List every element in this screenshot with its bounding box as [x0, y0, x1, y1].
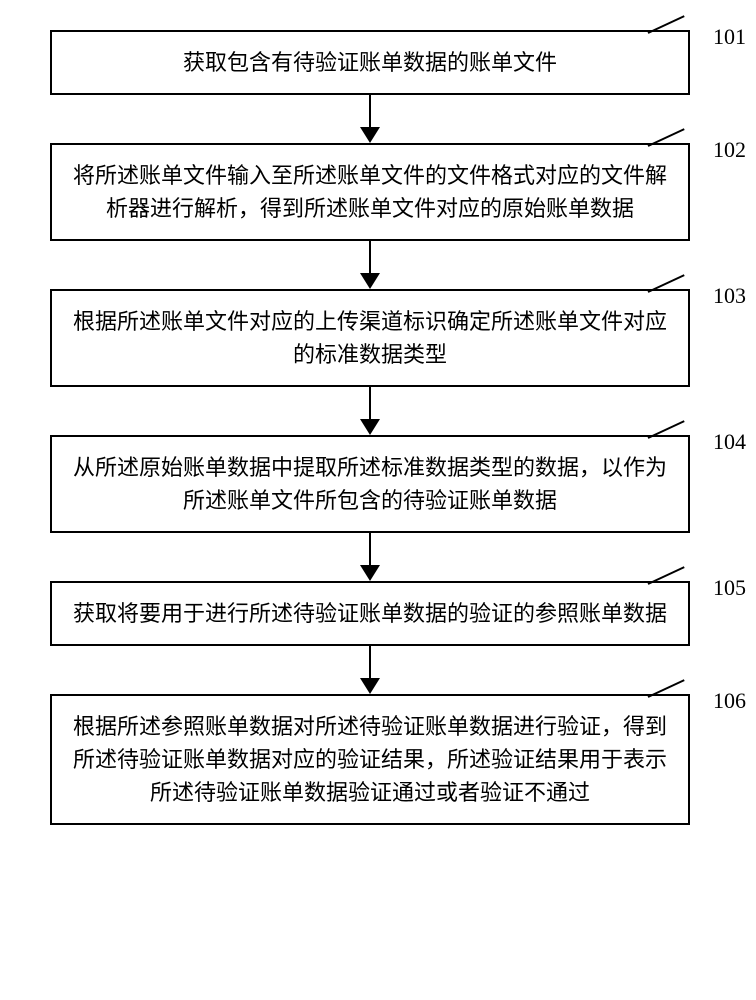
- arrow-head-icon: [360, 419, 380, 435]
- step-label: 105: [713, 575, 746, 601]
- flowchart-container: 101 获取包含有待验证账单数据的账单文件 102 将所述账单文件输入至所述账单…: [50, 30, 690, 825]
- step-label: 103: [713, 283, 746, 309]
- flow-arrow: [50, 95, 690, 143]
- arrow-line: [369, 646, 371, 680]
- step-box-106: 106 根据所述参照账单数据对所述待验证账单数据进行验证，得到所述待验证账单数据…: [50, 694, 690, 825]
- step-text: 获取包含有待验证账单数据的账单文件: [72, 46, 668, 79]
- step-label: 101: [713, 24, 746, 50]
- arrow-head-icon: [360, 273, 380, 289]
- arrow-line: [369, 95, 371, 129]
- step-text: 获取将要用于进行所述待验证账单数据的验证的参照账单数据: [72, 597, 668, 630]
- arrow-head-icon: [360, 127, 380, 143]
- step-text: 从所述原始账单数据中提取所述标准数据类型的数据，以作为所述账单文件所包含的待验证…: [72, 451, 668, 517]
- arrow-line: [369, 387, 371, 421]
- step-box-104: 104 从所述原始账单数据中提取所述标准数据类型的数据，以作为所述账单文件所包含…: [50, 435, 690, 533]
- step-label: 106: [713, 688, 746, 714]
- step-box-103: 103 根据所述账单文件对应的上传渠道标识确定所述账单文件对应的标准数据类型: [50, 289, 690, 387]
- leader-line: [648, 15, 685, 34]
- step-text: 将所述账单文件输入至所述账单文件的文件格式对应的文件解析器进行解析，得到所述账单…: [72, 159, 668, 225]
- flow-arrow: [50, 533, 690, 581]
- step-label: 104: [713, 429, 746, 455]
- step-box-102: 102 将所述账单文件输入至所述账单文件的文件格式对应的文件解析器进行解析，得到…: [50, 143, 690, 241]
- arrow-head-icon: [360, 678, 380, 694]
- step-label: 102: [713, 137, 746, 163]
- arrow-line: [369, 533, 371, 567]
- step-box-105: 105 获取将要用于进行所述待验证账单数据的验证的参照账单数据: [50, 581, 690, 646]
- step-text: 根据所述账单文件对应的上传渠道标识确定所述账单文件对应的标准数据类型: [72, 305, 668, 371]
- step-box-101: 101 获取包含有待验证账单数据的账单文件: [50, 30, 690, 95]
- flow-arrow: [50, 241, 690, 289]
- flow-arrow: [50, 387, 690, 435]
- arrow-head-icon: [360, 565, 380, 581]
- step-text: 根据所述参照账单数据对所述待验证账单数据进行验证，得到所述待验证账单数据对应的验…: [72, 710, 668, 809]
- arrow-line: [369, 241, 371, 275]
- flow-arrow: [50, 646, 690, 694]
